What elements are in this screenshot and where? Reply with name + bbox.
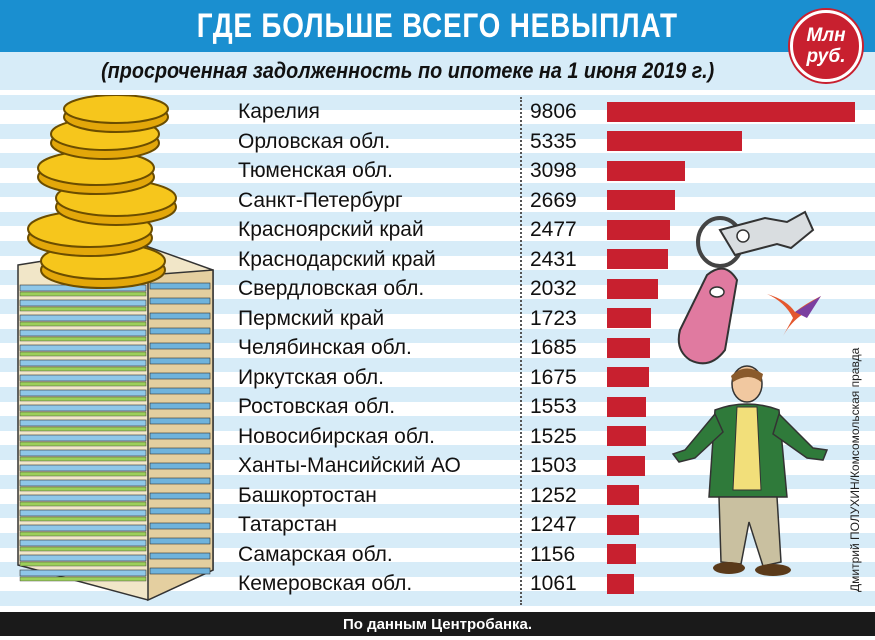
value-label: 2669 bbox=[530, 188, 577, 212]
category-label: Иркутская обл. bbox=[238, 365, 384, 389]
background-stripe bbox=[0, 416, 875, 431]
bar bbox=[607, 426, 646, 446]
value-label: 2431 bbox=[530, 247, 577, 271]
value-label: 1553 bbox=[530, 395, 577, 418]
category-label: Башкортостан bbox=[238, 483, 377, 507]
bar bbox=[607, 308, 651, 328]
unit-badge: Млн руб. bbox=[790, 10, 862, 82]
bar bbox=[607, 219, 670, 240]
bar bbox=[607, 131, 742, 151]
title-bar: ГДЕ БОЛЬШЕ ВСЕГО НЕВЫПЛАТ bbox=[0, 0, 875, 52]
bar bbox=[607, 455, 645, 476]
category-label: Самарская обл. bbox=[238, 542, 393, 566]
category-label: Татарстан bbox=[238, 513, 338, 536]
category-label: Санкт-Петербург bbox=[238, 188, 403, 212]
row-stripes bbox=[0, 95, 875, 606]
value-label: 2032 bbox=[530, 277, 577, 300]
bar bbox=[607, 367, 650, 387]
value-label: 1675 bbox=[530, 365, 577, 389]
background-stripe bbox=[0, 562, 875, 577]
bar bbox=[607, 544, 637, 564]
unit-badge-line2: руб. bbox=[806, 46, 846, 67]
newspaper-logo-icon bbox=[767, 294, 821, 336]
value-label: 3098 bbox=[530, 159, 577, 182]
category-label: Кемеровская обл. bbox=[238, 572, 413, 595]
background-stripe bbox=[0, 474, 875, 490]
value-label: 1156 bbox=[530, 542, 576, 566]
background-stripe bbox=[0, 328, 875, 344]
background-stripe bbox=[0, 503, 875, 519]
illustrator-credit: Дмитрий ПОЛУХИН/Комсомольская правда bbox=[848, 347, 862, 592]
value-label: 1685 bbox=[530, 336, 577, 359]
category-label: Новосибирская обл. bbox=[238, 424, 435, 448]
bar bbox=[607, 101, 855, 122]
source-footer: По данным Центробанка. bbox=[0, 612, 875, 636]
key-illustration bbox=[677, 210, 815, 365]
subtitle-bar: (просроченная задолженность по ипотеке н… bbox=[0, 52, 875, 90]
bar bbox=[607, 160, 686, 181]
man-illustration bbox=[671, 365, 829, 576]
bar bbox=[607, 249, 669, 269]
chart-title: ГДЕ БОЛЬШЕ ВСЕГО НЕВЫПЛАТ bbox=[196, 6, 679, 45]
background-stripe bbox=[0, 387, 875, 402]
category-label: Свердловская обл. bbox=[238, 277, 425, 300]
category-label: Орловская обл. bbox=[238, 129, 391, 153]
category-label: Карелия bbox=[238, 100, 320, 123]
value-label: 9806 bbox=[530, 100, 577, 123]
background-stripe bbox=[0, 445, 875, 460]
bar bbox=[607, 337, 650, 358]
category-label: Красноярский край bbox=[238, 218, 424, 241]
value-label: 1247 bbox=[530, 513, 577, 536]
bar bbox=[607, 396, 647, 417]
value-label: 1503 bbox=[530, 454, 577, 477]
background-stripe bbox=[0, 357, 875, 373]
value-label: 2477 bbox=[530, 218, 577, 241]
background-stripe bbox=[0, 299, 875, 314]
value-label: 1525 bbox=[530, 424, 577, 448]
value-label: 1723 bbox=[530, 306, 577, 330]
category-label: Краснодарский край bbox=[238, 247, 436, 271]
coins-building-illustration bbox=[17, 95, 214, 602]
chart-subtitle: (просроченная задолженность по ипотеке н… bbox=[100, 58, 715, 83]
background-stripe bbox=[0, 591, 875, 606]
background-stripe bbox=[0, 533, 875, 548]
category-label: Ростовская обл. bbox=[238, 395, 396, 418]
bar bbox=[607, 573, 634, 594]
category-label: Тюменская обл. bbox=[238, 159, 394, 182]
bar bbox=[607, 190, 675, 210]
category-label: Челябинская обл. bbox=[238, 336, 412, 359]
column-divider bbox=[520, 97, 522, 605]
unit-badge-line1: Млн bbox=[806, 25, 846, 46]
value-label: 5335 bbox=[530, 129, 577, 153]
value-label: 1061 bbox=[530, 572, 577, 595]
bar bbox=[607, 514, 639, 535]
bar bbox=[607, 278, 659, 299]
bar bbox=[607, 485, 639, 505]
category-label: Пермский край bbox=[238, 306, 385, 330]
value-label: 1252 bbox=[530, 483, 577, 507]
category-label: Ханты-Мансийский АО bbox=[238, 454, 461, 477]
